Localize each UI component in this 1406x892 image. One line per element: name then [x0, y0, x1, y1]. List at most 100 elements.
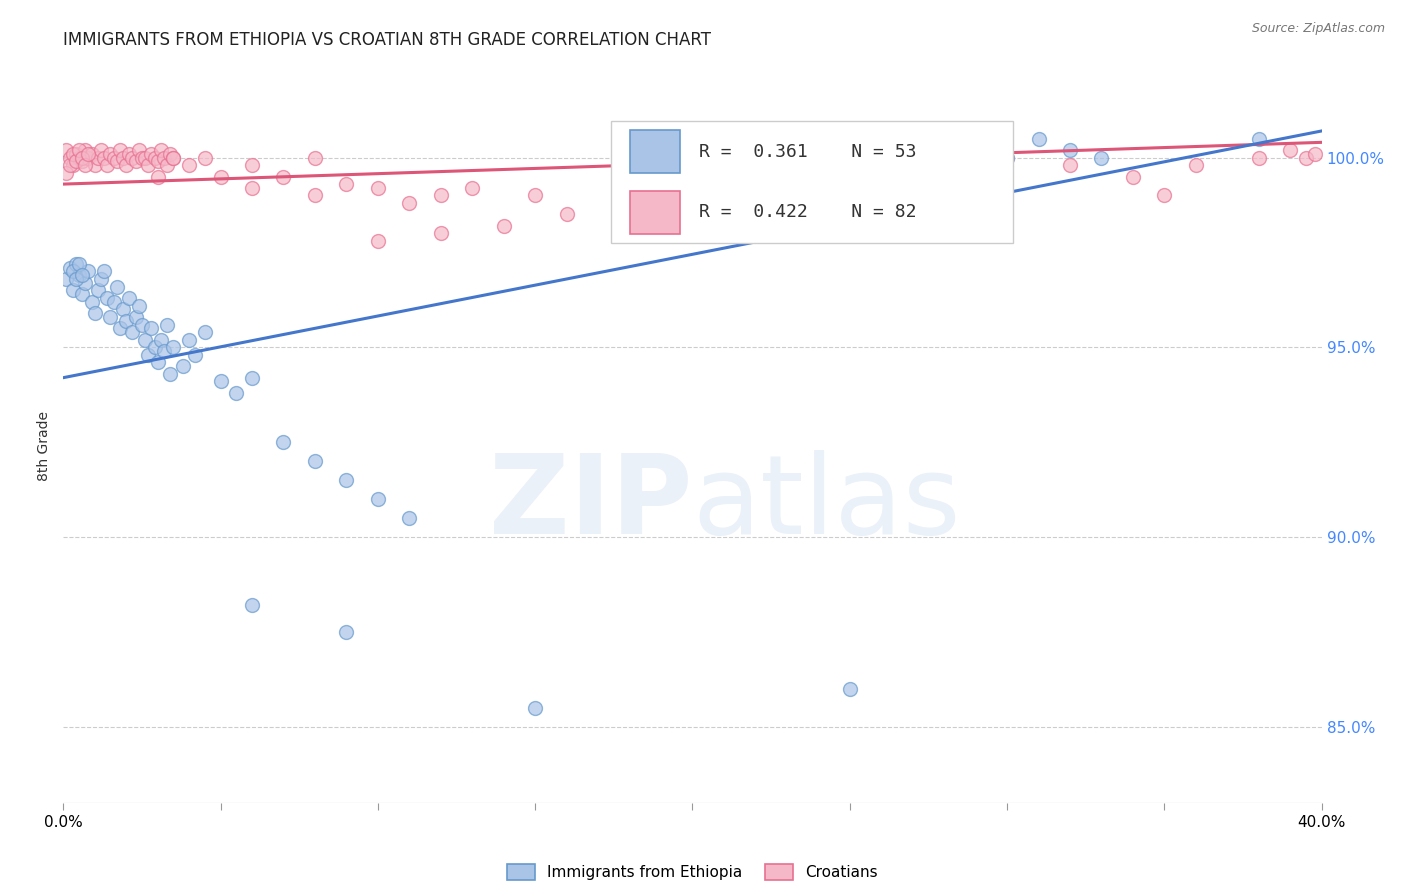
Point — [143, 340, 166, 354]
Point — [83, 306, 105, 320]
Point — [901, 219, 924, 233]
Point — [77, 146, 100, 161]
Point — [179, 333, 201, 347]
Point — [93, 264, 115, 278]
Point — [153, 344, 176, 359]
Y-axis label: 8th Grade: 8th Grade — [38, 411, 52, 481]
Point — [65, 257, 87, 271]
Point — [934, 158, 956, 172]
Point — [96, 158, 118, 172]
Point — [100, 310, 122, 324]
Point — [80, 146, 103, 161]
Point — [304, 454, 326, 468]
Point — [194, 325, 217, 339]
Point — [103, 294, 125, 309]
Point — [555, 207, 578, 221]
Point — [1153, 188, 1175, 202]
Point — [115, 158, 138, 172]
Point — [65, 146, 87, 161]
Point — [1185, 158, 1208, 172]
Point — [807, 181, 830, 195]
Point — [1295, 151, 1317, 165]
Point — [105, 154, 128, 169]
Point — [335, 625, 357, 640]
Point — [58, 151, 80, 165]
Point — [134, 151, 156, 165]
Point — [162, 151, 184, 165]
Point — [124, 310, 146, 324]
Point — [55, 143, 77, 157]
Point — [62, 146, 84, 161]
Point — [65, 154, 87, 169]
Point — [159, 146, 181, 161]
Point — [1059, 158, 1081, 172]
Point — [1247, 131, 1270, 145]
Point — [65, 272, 87, 286]
Point — [141, 146, 163, 161]
Point — [67, 143, 90, 157]
Point — [83, 158, 105, 172]
Point — [146, 355, 169, 369]
Point — [70, 287, 93, 301]
Legend: Immigrants from Ethiopia, Croatians: Immigrants from Ethiopia, Croatians — [499, 856, 886, 888]
Point — [995, 151, 1018, 165]
Point — [524, 701, 547, 715]
Point — [156, 318, 179, 332]
FancyBboxPatch shape — [630, 191, 681, 234]
Point — [58, 158, 80, 172]
Point — [103, 151, 125, 165]
Point — [146, 169, 169, 184]
Point — [149, 143, 172, 157]
Point — [131, 151, 153, 165]
Point — [80, 294, 103, 309]
Point — [67, 257, 90, 271]
Point — [304, 151, 326, 165]
Point — [112, 302, 135, 317]
Point — [131, 318, 153, 332]
Point — [112, 151, 135, 165]
Point — [141, 321, 163, 335]
Point — [156, 158, 179, 172]
Point — [304, 188, 326, 202]
Point — [90, 272, 112, 286]
Point — [134, 333, 156, 347]
Text: R =  0.422    N = 82: R = 0.422 N = 82 — [699, 203, 917, 221]
Point — [87, 284, 110, 298]
Point — [136, 348, 159, 362]
Point — [70, 154, 93, 169]
Point — [367, 181, 389, 195]
Point — [461, 181, 484, 195]
Point — [367, 492, 389, 507]
Point — [77, 151, 100, 165]
FancyBboxPatch shape — [630, 130, 681, 173]
Point — [744, 169, 766, 184]
Point — [118, 146, 141, 161]
Point — [995, 151, 1018, 165]
Point — [619, 177, 641, 191]
Point — [838, 681, 860, 696]
Point — [1059, 143, 1081, 157]
Point — [70, 268, 93, 283]
Point — [1122, 169, 1144, 184]
Point — [430, 227, 453, 241]
Point — [108, 321, 131, 335]
Point — [58, 260, 80, 275]
Point — [240, 370, 263, 384]
Point — [209, 169, 232, 184]
Point — [335, 177, 357, 191]
Point — [62, 284, 84, 298]
Point — [55, 272, 77, 286]
Point — [96, 291, 118, 305]
Text: atlas: atlas — [693, 450, 960, 557]
Point — [398, 511, 420, 525]
Point — [240, 158, 263, 172]
Point — [273, 435, 295, 450]
Point — [172, 359, 194, 374]
Point — [124, 154, 146, 169]
Point — [870, 169, 893, 184]
Text: R =  0.361    N = 53: R = 0.361 N = 53 — [699, 143, 917, 161]
Point — [70, 151, 93, 165]
Point — [146, 154, 169, 169]
Text: Source: ZipAtlas.com: Source: ZipAtlas.com — [1251, 22, 1385, 36]
Point — [75, 158, 97, 172]
